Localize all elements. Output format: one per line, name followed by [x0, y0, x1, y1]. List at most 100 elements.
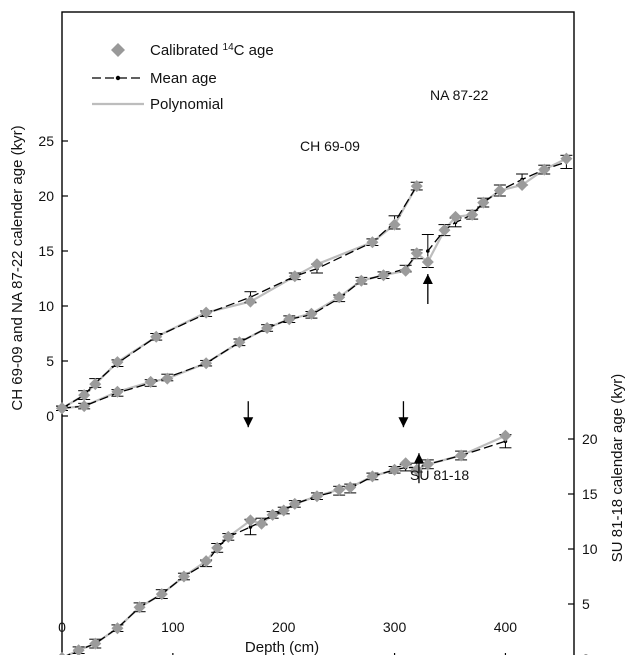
calibrated-point	[111, 356, 124, 369]
calibrated-point	[438, 224, 451, 237]
y2-axis-title: SU 81-18 calendar age (kyr)	[609, 374, 626, 562]
series-na-87-22	[56, 152, 573, 415]
y2-tick-label: 20	[582, 431, 598, 447]
calibrated-point	[449, 210, 462, 223]
legend-label-mean: Mean age	[150, 70, 217, 87]
calibrated-point	[499, 429, 512, 442]
y-tick-label: 15	[38, 243, 54, 259]
calibrated-point	[222, 530, 235, 543]
series-su-81-18	[58, 429, 512, 655]
series-label: NA 87-22	[430, 87, 489, 103]
x-tick-label: 300	[383, 619, 407, 635]
series-label: CH 69-09	[300, 138, 360, 154]
calibrated-point	[283, 313, 296, 326]
legend-label-polynomial: Polynomial	[150, 96, 223, 113]
legend: Calibrated 14C age Mean age Polynomial	[92, 42, 274, 113]
calibrated-point	[111, 622, 124, 635]
calibrated-point	[344, 481, 357, 494]
y2-tick-label: 0	[582, 651, 590, 655]
calibrated-point	[493, 184, 506, 197]
calibrated-point	[310, 258, 323, 271]
calibrated-point	[305, 307, 318, 320]
series-layer: CH 69-09 NA 87-22 SU 81-18	[56, 87, 573, 655]
calibrated-point	[466, 208, 479, 221]
calibrated-point	[244, 295, 257, 308]
calibrated-point	[366, 236, 379, 249]
mean-age-line	[61, 185, 418, 409]
calibrated-point	[421, 458, 434, 471]
x-tick-label: 100	[161, 619, 185, 635]
calibrated-point	[455, 449, 468, 462]
legend-dot	[115, 75, 121, 81]
calibrated-point	[399, 457, 412, 470]
y2-tick-label: 15	[582, 486, 598, 502]
polynomial-line	[61, 157, 567, 410]
calibrated-point	[200, 357, 213, 370]
calibrated-point	[89, 637, 102, 650]
calibrated-point	[399, 264, 412, 277]
calibrated-point	[410, 463, 423, 476]
calibrated-point	[516, 179, 529, 191]
calibrated-point	[177, 570, 190, 583]
calibrated-point	[78, 389, 91, 402]
calibrated-point	[477, 196, 490, 209]
calibrated-point	[355, 274, 368, 287]
calibrated-point	[200, 555, 213, 568]
calibrated-point	[255, 517, 268, 530]
calibrated-point	[421, 256, 434, 268]
y-tick-label: 25	[38, 133, 54, 149]
y2-tick-label: 10	[582, 541, 598, 557]
x-tick-label: 400	[494, 619, 518, 635]
calibrated-point	[72, 644, 85, 655]
plot-frame	[61, 11, 575, 655]
mean-age-line	[61, 161, 567, 409]
mean-age-point	[426, 249, 430, 253]
calibrated-point	[388, 218, 401, 231]
mean-age-point	[248, 525, 253, 529]
calibrated-point	[288, 497, 301, 510]
legend-label-calibrated: Calibrated 14C age	[150, 42, 274, 60]
calibrated-point	[333, 291, 346, 304]
calibrated-point	[155, 588, 168, 601]
y-axis-title: CH 69-09 and NA 87-22 calender age (kyr)	[9, 125, 26, 410]
calibrated-point	[211, 541, 224, 554]
calibrated-point	[58, 651, 66, 655]
calibrated-point	[261, 322, 274, 334]
calibrated-point	[560, 152, 573, 165]
arrow-down-head	[398, 417, 409, 428]
calibrated-point	[89, 378, 102, 391]
calibrated-point	[200, 306, 213, 319]
y-tick-label: 0	[46, 408, 54, 424]
arrow-up-head	[422, 274, 433, 284]
legend-diamond	[111, 43, 125, 57]
calibrated-point	[410, 180, 423, 193]
calibrated-point	[266, 508, 279, 521]
arrow-up-head	[413, 453, 424, 464]
calibrated-point	[410, 247, 423, 260]
calibrated-point	[310, 490, 323, 503]
calibrated-point	[78, 400, 91, 413]
arrow-down-head	[243, 417, 254, 428]
calibrated-point	[244, 514, 257, 527]
y2-tick-label: 5	[582, 596, 590, 612]
calibrated-point	[161, 372, 174, 385]
series-label: SU 81-18	[410, 467, 469, 483]
calibrated-point	[150, 330, 163, 343]
series-ch-69-09	[56, 180, 423, 415]
calibrated-point	[288, 270, 301, 283]
axes-layer: 0 100 200 300 400 0 5 10 15 20 25 0 5 10 15 20 Depth (cm…	[9, 125, 626, 655]
calibrated-point	[144, 375, 157, 388]
y-tick-label: 20	[38, 188, 54, 204]
calibrated-point	[133, 601, 146, 614]
x-axis-title: Depth (cm)	[245, 639, 319, 655]
calibrated-point	[333, 483, 346, 496]
y-tick-label: 10	[38, 298, 54, 314]
x-tick-label: 0	[58, 619, 66, 635]
y-tick-label: 5	[46, 353, 54, 369]
calibrated-point	[277, 504, 290, 517]
calibrated-point	[377, 269, 390, 282]
annotation-layer	[243, 274, 433, 484]
x-tick-label: 200	[272, 619, 296, 635]
calibrated-point	[366, 470, 379, 483]
